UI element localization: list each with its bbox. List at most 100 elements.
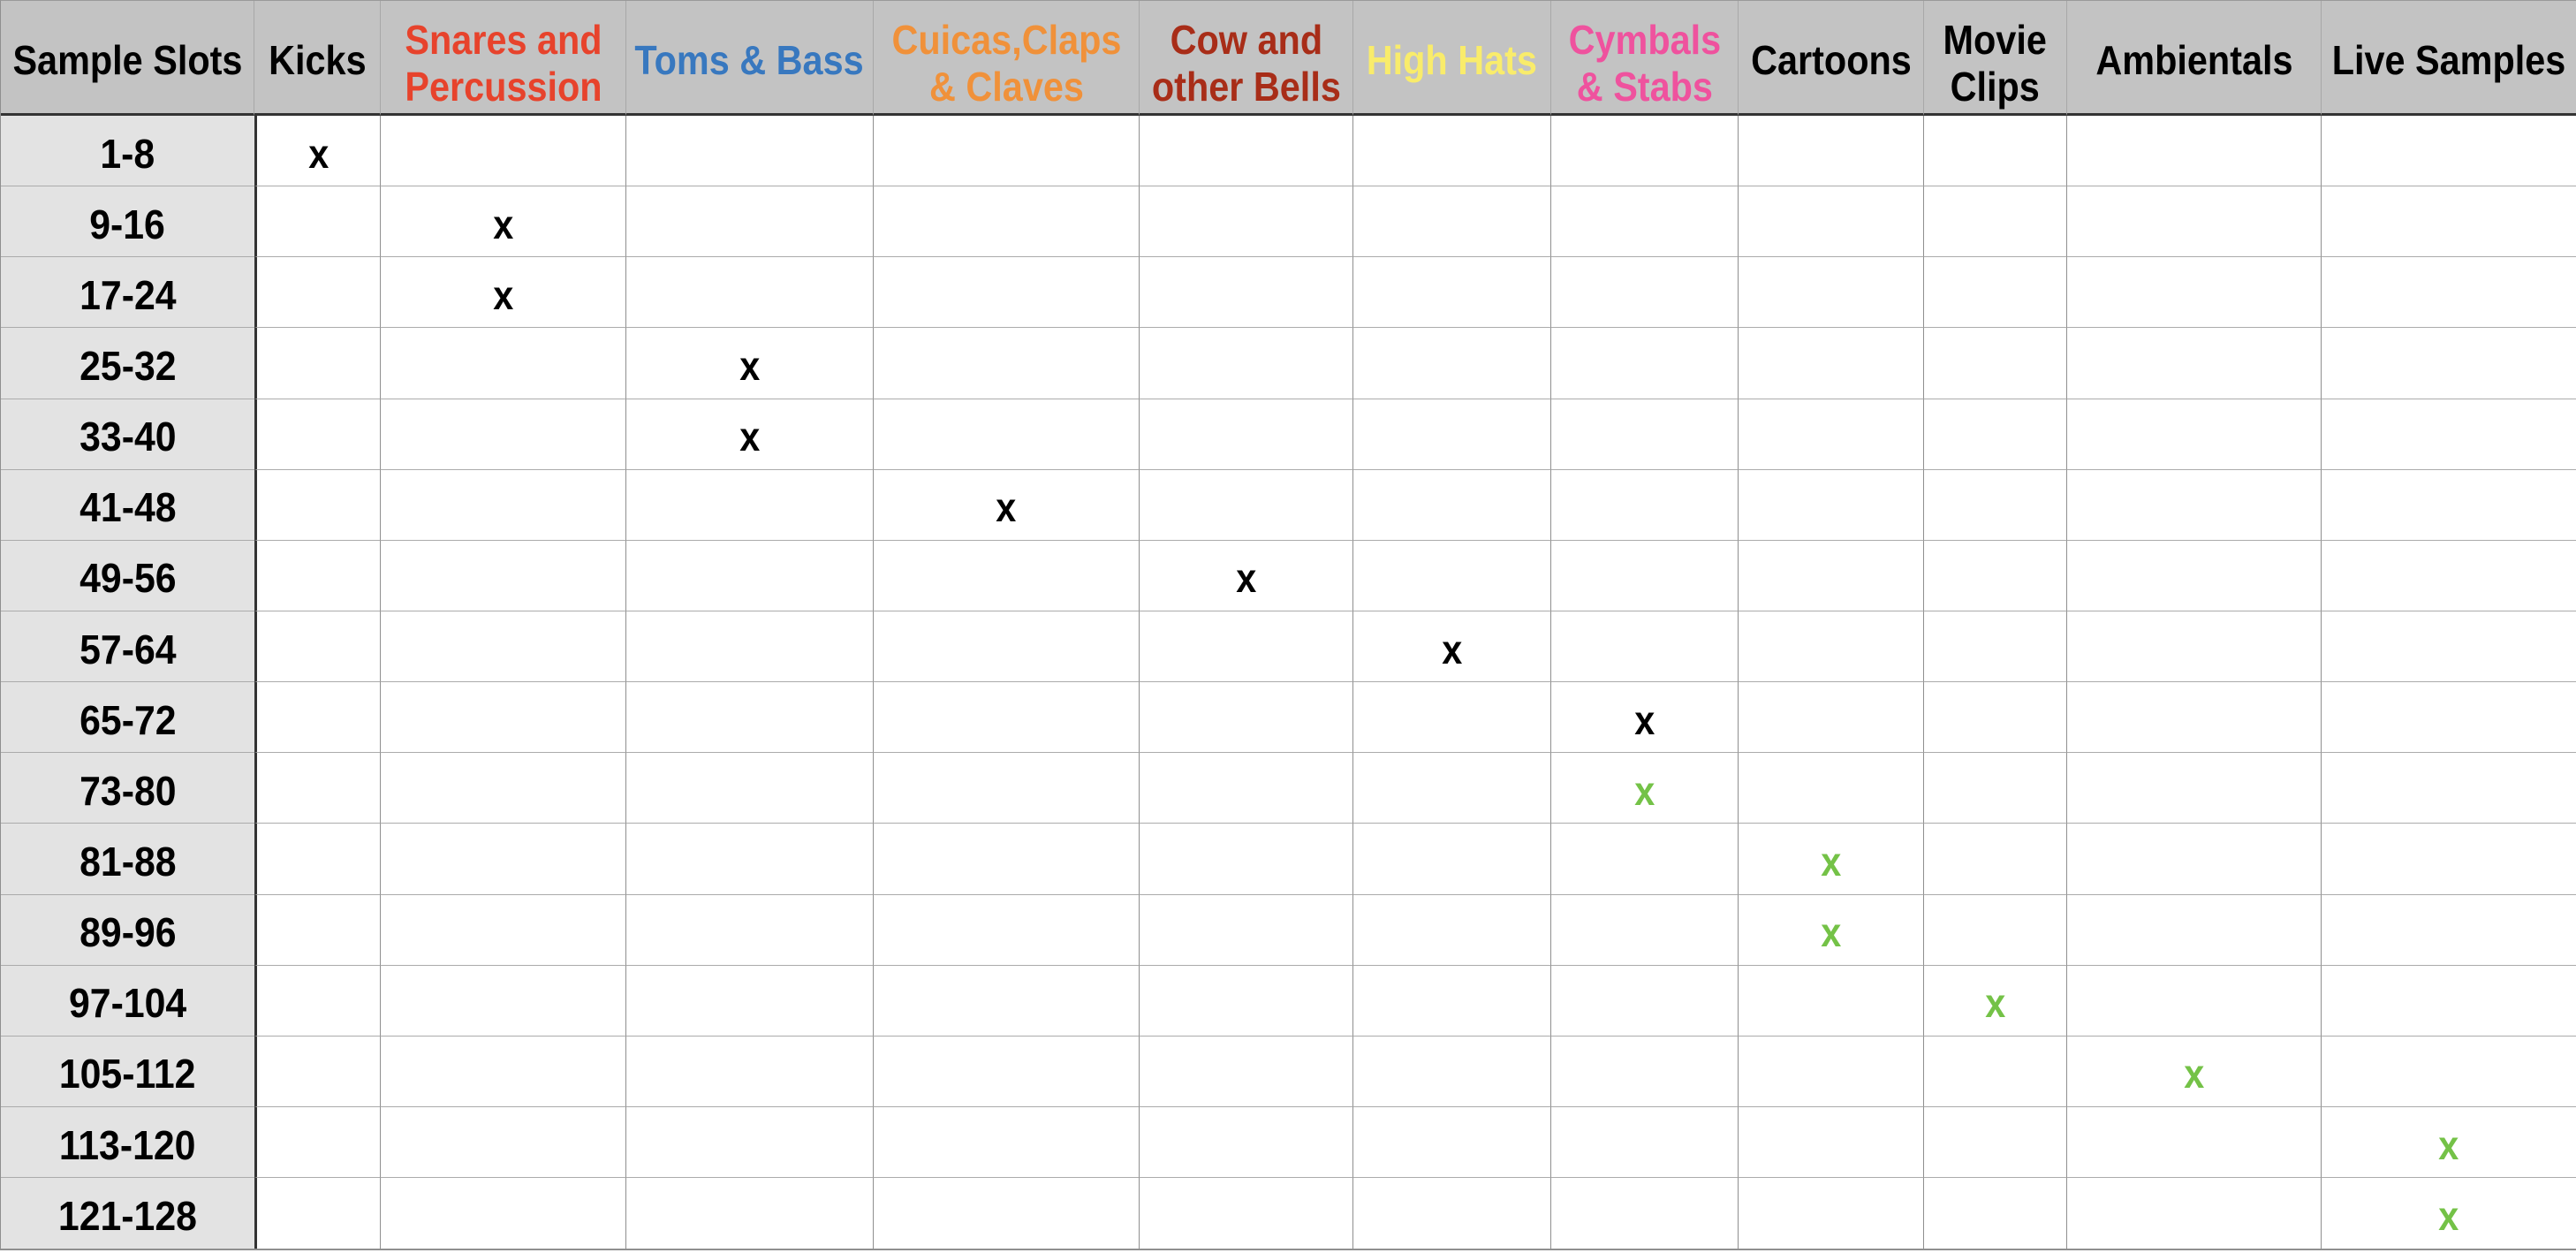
table-cell[interactable] [1551, 399, 1739, 470]
table-cell[interactable] [254, 611, 381, 683]
table-cell[interactable]: x [381, 186, 626, 258]
table-cell[interactable] [2067, 399, 2322, 470]
table-cell[interactable] [626, 824, 874, 895]
column-header[interactable]: Cow and other Bells [1140, 1, 1353, 116]
table-cell[interactable] [874, 399, 1140, 470]
table-cell[interactable] [874, 540, 1140, 611]
table-cell[interactable] [381, 116, 626, 187]
table-cell[interactable] [2067, 116, 2322, 187]
row-header[interactable]: 81-88 [1, 824, 254, 895]
row-header[interactable]: 49-56 [1, 540, 254, 611]
table-cell[interactable] [1551, 186, 1739, 258]
table-cell[interactable] [626, 894, 874, 966]
row-header[interactable]: 41-48 [1, 469, 254, 541]
row-header[interactable]: 57-64 [1, 611, 254, 683]
table-cell[interactable]: x [1924, 965, 2067, 1037]
table-cell[interactable] [2067, 186, 2322, 258]
table-cell[interactable] [1140, 469, 1353, 541]
table-cell[interactable] [381, 1036, 626, 1107]
table-cell[interactable] [1140, 1036, 1353, 1107]
table-cell[interactable] [1924, 682, 2067, 754]
table-cell[interactable] [2322, 116, 2576, 187]
column-header[interactable]: Live Samples [2322, 1, 2576, 116]
table-cell[interactable] [2067, 540, 2322, 611]
table-cell[interactable] [2067, 894, 2322, 966]
row-header[interactable]: 113-120 [1, 1106, 254, 1179]
table-cell[interactable] [1140, 116, 1353, 187]
table-cell[interactable] [1353, 116, 1551, 187]
table-cell[interactable] [1924, 753, 2067, 824]
table-cell[interactable] [2067, 328, 2322, 399]
table-cell[interactable] [1140, 682, 1353, 754]
table-cell[interactable] [2322, 824, 2576, 895]
table-cell[interactable] [1924, 399, 2067, 470]
column-header-sample-slots[interactable]: Sample Slots [1, 1, 254, 116]
table-cell[interactable] [254, 753, 381, 824]
table-cell[interactable] [1140, 328, 1353, 399]
table-cell[interactable] [254, 1106, 381, 1179]
table-cell[interactable] [1140, 1178, 1353, 1249]
table-cell[interactable] [381, 611, 626, 683]
table-cell[interactable] [2067, 469, 2322, 541]
table-cell[interactable] [1924, 328, 2067, 399]
row-header[interactable]: 89-96 [1, 894, 254, 966]
table-cell[interactable] [2322, 682, 2576, 754]
table-cell[interactable] [1551, 469, 1739, 541]
table-cell[interactable] [1551, 611, 1739, 683]
table-cell[interactable] [381, 753, 626, 824]
table-cell[interactable] [1739, 1178, 1924, 1249]
table-cell[interactable] [381, 894, 626, 966]
row-header[interactable]: 17-24 [1, 257, 254, 329]
table-cell[interactable] [1140, 611, 1353, 683]
table-cell[interactable] [254, 894, 381, 966]
table-cell[interactable] [1739, 1036, 1924, 1107]
table-cell[interactable] [381, 399, 626, 470]
table-cell[interactable] [1739, 116, 1924, 187]
table-cell[interactable] [1551, 965, 1739, 1037]
table-cell[interactable] [874, 1106, 1140, 1179]
table-cell[interactable] [1353, 965, 1551, 1037]
table-cell[interactable] [1739, 682, 1924, 754]
table-cell[interactable] [626, 753, 874, 824]
table-cell[interactable] [1353, 399, 1551, 470]
row-header[interactable]: 9-16 [1, 186, 254, 258]
table-cell[interactable] [2322, 399, 2576, 470]
table-cell[interactable] [254, 1036, 381, 1107]
table-cell[interactable] [1551, 1106, 1739, 1179]
table-cell[interactable] [381, 469, 626, 541]
table-cell[interactable] [254, 965, 381, 1037]
table-cell[interactable]: x [2322, 1178, 2576, 1249]
table-cell[interactable] [1924, 824, 2067, 895]
table-cell[interactable] [1739, 965, 1924, 1037]
table-cell[interactable] [1924, 469, 2067, 541]
table-cell[interactable]: x [1353, 611, 1551, 683]
table-cell[interactable] [2067, 1178, 2322, 1249]
table-cell[interactable] [1353, 824, 1551, 895]
table-cell[interactable] [626, 1106, 874, 1179]
table-cell[interactable]: x [254, 116, 381, 187]
column-header[interactable]: Cymbals & Stabs [1551, 1, 1739, 116]
table-cell[interactable] [254, 257, 381, 329]
row-header[interactable]: 105-112 [1, 1036, 254, 1107]
table-cell[interactable] [1924, 1106, 2067, 1179]
table-cell[interactable] [1140, 753, 1353, 824]
column-header[interactable]: Toms & Bass [626, 1, 874, 116]
table-cell[interactable] [1739, 257, 1924, 329]
column-header[interactable]: Snares and Percussion [381, 1, 626, 116]
table-cell[interactable] [1924, 257, 2067, 329]
table-cell[interactable] [1353, 328, 1551, 399]
column-header[interactable]: Ambientals [2067, 1, 2322, 116]
table-cell[interactable] [874, 1178, 1140, 1249]
table-cell[interactable] [1739, 399, 1924, 470]
table-cell[interactable] [254, 469, 381, 541]
table-cell[interactable] [626, 186, 874, 258]
table-cell[interactable] [1739, 1106, 1924, 1179]
table-cell[interactable]: x [1551, 753, 1739, 824]
table-cell[interactable] [1140, 894, 1353, 966]
table-cell[interactable] [2067, 753, 2322, 824]
table-cell[interactable] [1924, 894, 2067, 966]
table-cell[interactable] [874, 894, 1140, 966]
table-cell[interactable] [2322, 257, 2576, 329]
table-cell[interactable] [1353, 540, 1551, 611]
row-header[interactable]: 97-104 [1, 965, 254, 1037]
